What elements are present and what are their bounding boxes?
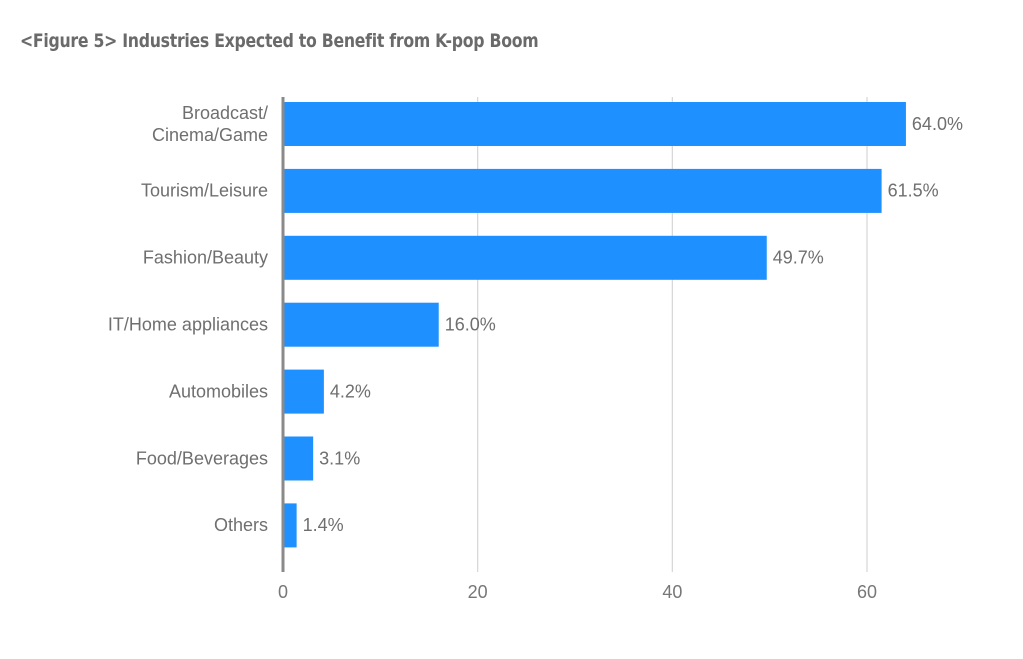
bar (283, 102, 906, 146)
data-label: 3.1% (319, 448, 360, 468)
category-label: IT/Home appliances (108, 314, 268, 334)
bar (283, 503, 297, 548)
data-label: 4.2% (330, 381, 371, 401)
category-label: Fashion/Beauty (143, 248, 268, 268)
bar (283, 436, 314, 481)
data-label: 16.0% (445, 314, 496, 334)
category-label: Food/Beverages (136, 448, 268, 468)
chart-title: <Figure 5> Industries Expected to Benefi… (20, 30, 539, 52)
x-tick-label: 20 (468, 582, 488, 602)
category-labels: Broadcast/Cinema/Game Tourism/Leisure Fash… (108, 103, 268, 535)
data-label: 49.7% (773, 248, 824, 268)
category-label: Automobiles (169, 381, 268, 401)
category-label: Others (214, 515, 268, 535)
data-label: 64.0% (912, 114, 963, 134)
x-tick-label: 60 (857, 582, 877, 602)
data-labels: 64.0% 61.5% 49.7% 16.0% 4.2% 3.1% 1.4% (303, 114, 963, 535)
bar (283, 235, 767, 280)
bar (283, 369, 324, 414)
tick-labels: 0 20 40 60 (278, 582, 877, 602)
data-label: 1.4% (303, 515, 344, 535)
category-label: Broadcast/ (182, 103, 268, 123)
gridlines (477, 97, 868, 572)
bar (283, 302, 439, 347)
bars (283, 102, 906, 548)
x-tick-label: 0 (278, 582, 288, 602)
data-label: 61.5% (888, 181, 939, 201)
category-label: Cinema/Game (152, 125, 268, 145)
bar (283, 168, 882, 213)
x-tick-label: 40 (662, 582, 682, 602)
category-label: Tourism/Leisure (141, 181, 268, 201)
